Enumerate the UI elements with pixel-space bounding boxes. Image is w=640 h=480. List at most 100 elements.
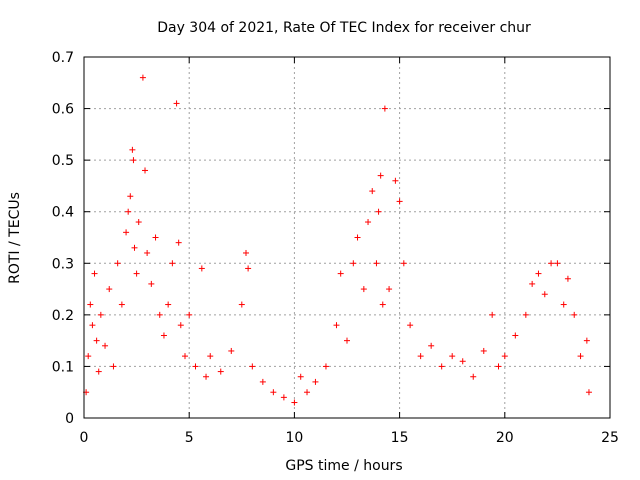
- data-point: [85, 353, 92, 360]
- data-point: [459, 358, 466, 365]
- x-tick-label: 25: [601, 430, 619, 446]
- data-point: [369, 188, 376, 195]
- x-axis-ticks: 0 5 10 15 20 25: [80, 57, 619, 446]
- data-point: [377, 172, 384, 179]
- data-point: [337, 270, 344, 277]
- data-point: [207, 353, 214, 360]
- data-point: [238, 301, 245, 308]
- data-point: [186, 311, 193, 318]
- data-point: [123, 229, 130, 236]
- data-point: [495, 363, 502, 370]
- data-point: [165, 301, 172, 308]
- x-tick-label: 10: [285, 430, 303, 446]
- x-tick-label: 15: [391, 430, 409, 446]
- data-point: [152, 234, 159, 241]
- y-axis-label: ROTI / TECUs: [7, 192, 23, 284]
- data-point: [322, 363, 329, 370]
- data-point: [400, 260, 407, 267]
- data-point: [133, 270, 140, 277]
- data-point: [585, 389, 592, 396]
- data-point: [344, 337, 350, 344]
- data-point: [304, 389, 311, 396]
- y-tick-label: 0.5: [52, 153, 74, 169]
- data-point: [243, 249, 250, 256]
- data-point: [386, 286, 393, 293]
- y-tick-label: 0.7: [52, 50, 74, 66]
- y-tick-label: 0.1: [52, 359, 74, 375]
- data-point: [97, 311, 104, 318]
- data-point: [360, 286, 367, 293]
- data-point: [173, 100, 180, 107]
- data-point: [417, 353, 424, 360]
- data-point: [160, 332, 167, 339]
- data-point: [125, 208, 132, 215]
- plot-frame: [83, 56, 611, 419]
- data-point: [489, 311, 496, 318]
- data-point: [181, 353, 188, 360]
- data-point: [89, 322, 96, 329]
- data-point: [529, 280, 536, 287]
- data-point: [93, 337, 100, 344]
- data-point: [118, 301, 125, 308]
- data-point: [501, 353, 508, 360]
- data-point: [291, 399, 298, 406]
- data-point: [350, 260, 357, 267]
- data-point: [129, 146, 136, 153]
- data-point: [560, 301, 567, 308]
- x-tick-label: 0: [80, 430, 89, 446]
- data-point: [142, 167, 149, 174]
- data-point: [259, 378, 266, 385]
- data-point: [87, 301, 94, 308]
- data-point: [110, 363, 117, 370]
- data-point: [522, 311, 529, 318]
- data-point: [583, 337, 590, 344]
- data-point: [577, 353, 584, 360]
- data-point: [480, 347, 487, 354]
- data-point: [114, 260, 121, 267]
- data-point: [270, 389, 277, 396]
- data-point: [95, 368, 102, 375]
- data-point: [203, 373, 210, 380]
- data-point: [333, 322, 340, 329]
- y-tick-label: 0.2: [52, 308, 74, 324]
- data-point: [156, 311, 163, 318]
- y-axis-ticks: 0 0.1 0.2 0.3 0.4 0.5 0.6 0.7: [52, 50, 610, 427]
- data-point: [396, 198, 403, 205]
- y-tick-label: 0.3: [52, 256, 74, 272]
- data-point: [438, 363, 445, 370]
- data-point: [148, 280, 155, 287]
- data-point: [428, 342, 435, 349]
- data-point: [379, 301, 386, 308]
- data-point: [548, 260, 555, 267]
- x-tick-label: 5: [185, 430, 194, 446]
- data-point: [571, 311, 578, 318]
- data-point: [91, 270, 98, 277]
- data-point: [541, 291, 548, 298]
- x-axis-label: GPS time / hours: [285, 458, 402, 474]
- data-point: [131, 244, 138, 251]
- data-point: [365, 219, 372, 226]
- data-point: [535, 270, 542, 277]
- data-point: [354, 234, 361, 241]
- data-point: [373, 260, 380, 267]
- y-tick-label: 0.6: [52, 102, 74, 118]
- y-tick-label: 0.4: [52, 205, 74, 221]
- data-point: [392, 177, 399, 184]
- data-point: [449, 353, 456, 360]
- data-point: [407, 322, 414, 329]
- data-point: [106, 286, 113, 293]
- data-point: [564, 275, 571, 282]
- grid-lines: [84, 57, 610, 418]
- data-point: [297, 373, 304, 380]
- data-point: [175, 239, 182, 246]
- data-point: [135, 219, 142, 226]
- data-point: [470, 373, 477, 380]
- data-point: [144, 249, 151, 256]
- data-points: [83, 74, 592, 406]
- data-point: [249, 363, 256, 370]
- y-tick-label: 0: [65, 411, 74, 427]
- data-point: [381, 105, 388, 112]
- data-point: [130, 157, 137, 164]
- data-point: [554, 260, 561, 267]
